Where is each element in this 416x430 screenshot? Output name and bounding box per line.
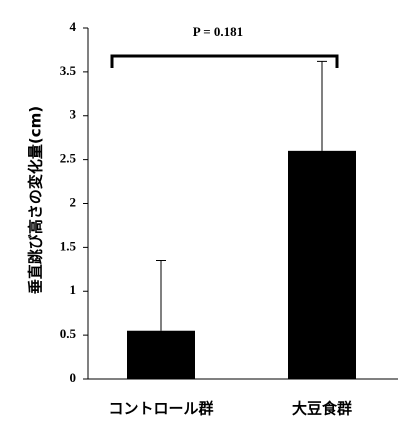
x-tick-label: コントロール群 xyxy=(108,400,213,418)
y-tick-label: 4 xyxy=(70,19,77,34)
bar xyxy=(127,330,195,379)
error-bar xyxy=(156,260,166,331)
y-tick-label: 1.5 xyxy=(60,238,77,253)
significance-bracket xyxy=(110,54,339,68)
bar xyxy=(288,150,356,379)
y-axis-label: 垂直跳び高さの変化量(cm) xyxy=(27,106,45,294)
annotation: P = 0.181 xyxy=(193,24,243,39)
y-tick-label: 2.5 xyxy=(60,151,77,166)
y-tick-label: 0.5 xyxy=(60,326,77,341)
y-tick-label: 3 xyxy=(70,107,77,122)
error-bar xyxy=(317,60,327,151)
y-tick-label: 0 xyxy=(70,370,77,385)
x-tick-label: 大豆食群 xyxy=(292,400,352,418)
y-tick-label: 1 xyxy=(70,282,77,297)
y-tick-label: 2 xyxy=(70,194,77,209)
y-tick-label: 3.5 xyxy=(60,63,77,78)
